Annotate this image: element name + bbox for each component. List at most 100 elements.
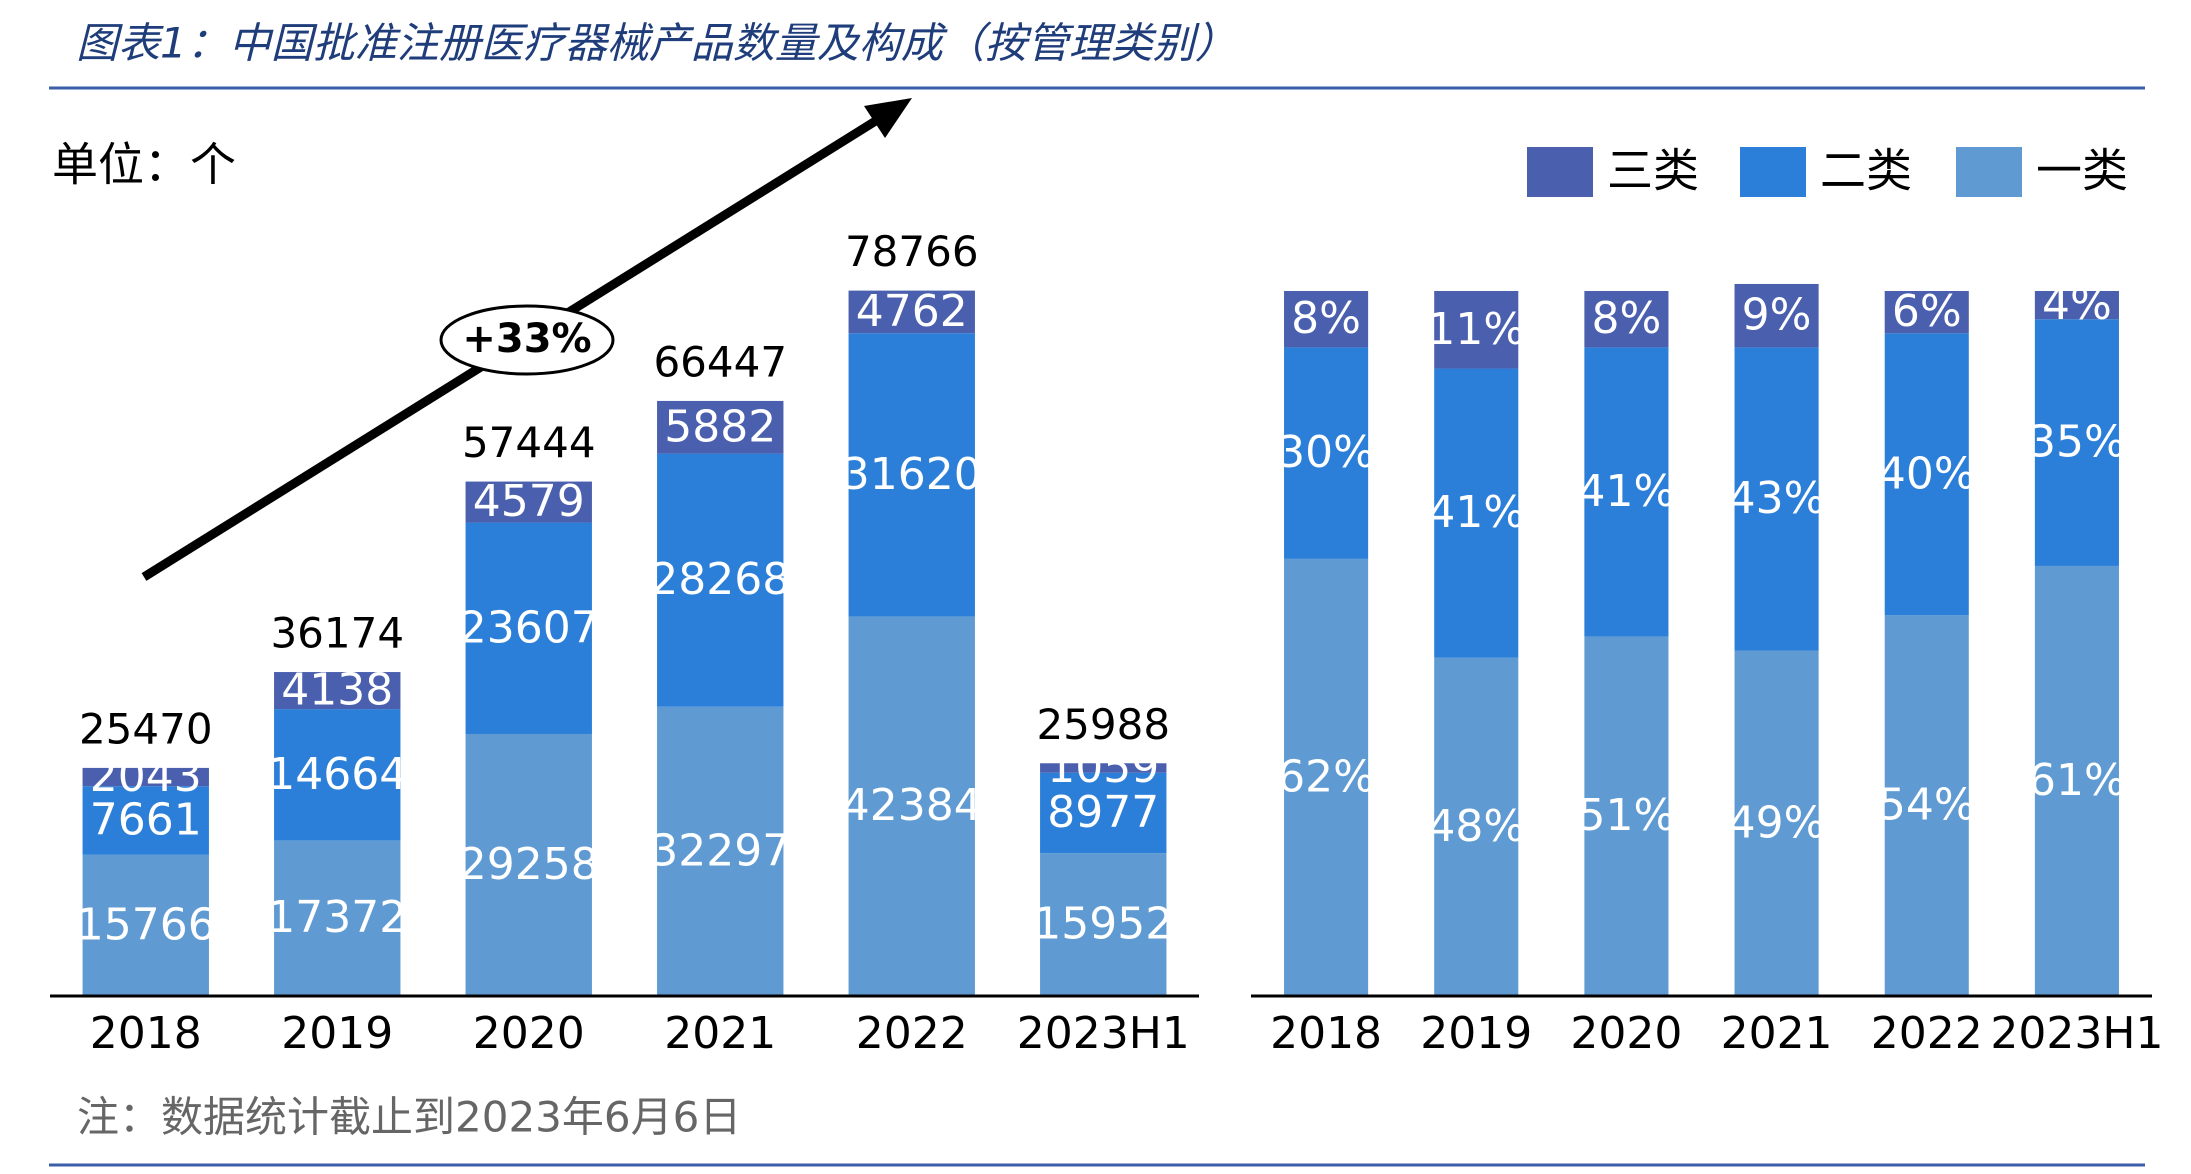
bar-segment (465, 481, 592, 523)
x-tick-label: 2022 (856, 1008, 968, 1059)
total-label: 36174 (270, 609, 404, 658)
bar-segment (2034, 291, 2119, 320)
bar-segment (1434, 368, 1519, 658)
legend-swatch (1956, 147, 2022, 197)
bar-segment (1734, 650, 1819, 996)
bar-segment (848, 333, 975, 617)
value-label: 4762 (856, 286, 968, 337)
total-label: 25470 (79, 704, 213, 753)
legend-swatch (1527, 147, 1593, 197)
bar-segment (1584, 636, 1669, 996)
value-label: 61% (2028, 755, 2126, 806)
value-label: 28268 (650, 554, 790, 605)
annotation: +33% (462, 316, 591, 362)
total-label: 66447 (653, 337, 787, 386)
value-label: 42384 (842, 780, 982, 831)
x-tick-label: 2018 (1270, 1008, 1382, 1059)
value-label: 5882 (664, 401, 776, 452)
note: 注：数据统计截止到2023年6月6日 (77, 1093, 741, 1142)
bar-segment (1434, 291, 1519, 369)
x-tick-label: 2018 (90, 1008, 202, 1059)
total-label: 25988 (1036, 700, 1170, 749)
bar-segment (82, 854, 209, 996)
bar-segment (1584, 347, 1669, 637)
value-label: 41% (1427, 487, 1525, 538)
bar-segment (2034, 565, 2119, 996)
value-label: 15952 (1033, 899, 1173, 950)
value-label: 49% (1728, 797, 1826, 848)
bar-segment (1040, 853, 1167, 996)
value-label: 2043 (90, 751, 202, 802)
bar-segment (274, 840, 401, 996)
bar-segment (2034, 319, 2119, 566)
bar-segment (465, 733, 592, 996)
x-tick-label: 2021 (1721, 1008, 1833, 1059)
x-tick-label: 2023H1 (1017, 1008, 1190, 1059)
legend-swatch (1740, 147, 1806, 197)
value-label: 8% (1592, 293, 1662, 344)
page-title: 图表1：中国批准注册医疗器械产品数量及构成（按管理类别） (76, 19, 1237, 68)
value-label: 62% (1277, 751, 1375, 802)
bar-segment (1884, 615, 1969, 996)
bar-segment (1884, 291, 1969, 334)
bar-segment (274, 709, 401, 841)
value-label: 4138 (281, 665, 393, 716)
bar-segment (82, 767, 209, 787)
bar-segment (1734, 347, 1819, 651)
bar-segment (1434, 657, 1519, 996)
value-label: 48% (1427, 801, 1525, 852)
x-tick-label: 2019 (1420, 1008, 1532, 1059)
bar-segment (1284, 291, 1369, 348)
value-label: 41% (1578, 466, 1676, 517)
value-label: 35% (2028, 417, 2126, 468)
value-label: 1059 (1047, 742, 1159, 793)
bar-segment (657, 453, 784, 707)
bar-segment (1040, 763, 1167, 773)
bar-segment (1040, 772, 1167, 854)
x-tick-label: 2021 (664, 1008, 776, 1059)
bar-segment (1884, 333, 1969, 616)
value-label: 14664 (267, 749, 407, 800)
annotation-ellipse (439, 304, 615, 376)
value-label: 9% (1742, 290, 1812, 341)
bar-segment (1284, 558, 1369, 996)
legend-label: 一类 (2036, 144, 2128, 198)
total-label: 57444 (462, 418, 596, 467)
value-label: 11% (1427, 304, 1525, 355)
x-tick-label: 2020 (473, 1008, 585, 1059)
bar-segment (657, 400, 784, 454)
x-tick-label: 2022 (1871, 1008, 1983, 1059)
value-label: 31620 (842, 449, 982, 500)
legend-label: 二类 (1820, 144, 1912, 198)
value-label: 43% (1728, 473, 1826, 524)
x-tick-label: 2019 (281, 1008, 393, 1059)
value-label: 6% (1892, 286, 1962, 337)
value-label: 15766 (76, 899, 216, 950)
value-label: 29258 (459, 839, 599, 890)
bar-segment (82, 786, 209, 855)
value-label: 32297 (650, 825, 790, 876)
value-label: 54% (1878, 780, 1976, 831)
bar-segment (1284, 347, 1369, 559)
value-label: 8% (1291, 293, 1361, 344)
x-tick-label: 2020 (1570, 1008, 1682, 1059)
value-label: 7661 (90, 795, 202, 846)
bar-segment (465, 522, 592, 734)
bar-segment (1734, 283, 1819, 348)
bar-segment (848, 290, 975, 334)
value-label: 17372 (267, 892, 407, 943)
unit-label: 单位：个 (52, 138, 236, 192)
value-label: 23607 (459, 602, 599, 653)
value-label: 30% (1277, 427, 1375, 478)
legend-label: 三类 (1607, 144, 1699, 198)
arrow-head (864, 98, 912, 138)
x-tick-label: 2023H1 (1990, 1008, 2163, 1059)
bar-segment (1584, 291, 1669, 348)
bar-segment (274, 672, 401, 710)
total-label: 78766 (845, 227, 979, 276)
value-label: 4579 (473, 476, 585, 527)
value-label: 4% (2042, 279, 2112, 330)
value-label: 51% (1578, 790, 1676, 841)
bar-segment (657, 706, 784, 996)
